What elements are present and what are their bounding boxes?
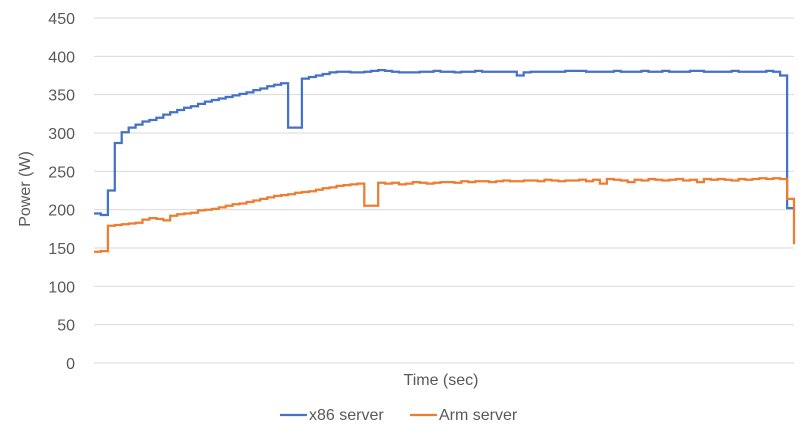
y-tick-label: 150 [48, 241, 75, 258]
y-tick-label: 50 [57, 318, 75, 335]
y-axis-title: Power (W) [17, 151, 34, 227]
series-0 [94, 68, 796, 217]
y-tick-label: 300 [48, 126, 75, 143]
y-tick-label: 100 [48, 279, 75, 296]
y-axis-ticks: 0 50 100 150 200 250 300 350 400 450 [48, 11, 75, 373]
legend-label: x86 server [309, 407, 384, 424]
legend-label: Arm server [439, 407, 518, 424]
series-line [94, 68, 796, 217]
legend-item: x86 server [280, 407, 384, 424]
series-1 [94, 177, 796, 253]
y-tick-label: 200 [48, 203, 75, 220]
legend: x86 server Arm server [280, 407, 518, 424]
y-tick-label: 0 [66, 356, 75, 373]
plot-area [94, 68, 796, 253]
y-tick-label: 350 [48, 88, 75, 105]
gridlines [94, 17, 794, 364]
y-tick-label: 450 [48, 11, 75, 28]
y-tick-label: 250 [48, 164, 75, 181]
series-line [94, 177, 796, 253]
y-tick-label: 400 [48, 49, 75, 66]
legend-item: Arm server [410, 407, 518, 424]
x-axis-title: Time (sec) [404, 372, 479, 389]
